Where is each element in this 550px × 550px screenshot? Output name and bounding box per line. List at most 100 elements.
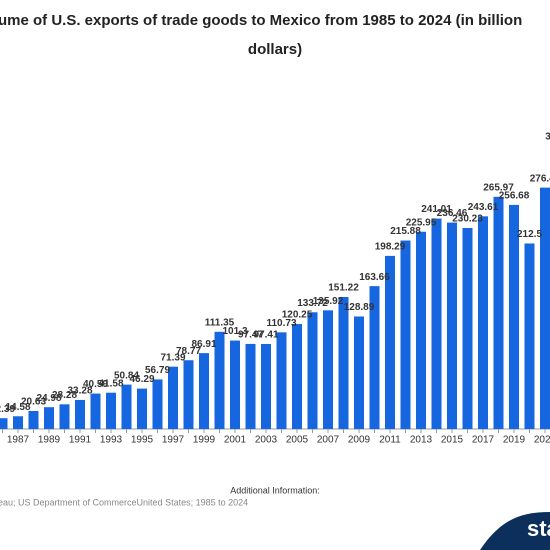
x-tick-label: 2019 xyxy=(503,435,526,446)
bar xyxy=(90,393,101,429)
x-tick-label: 1987 xyxy=(7,435,30,446)
bar xyxy=(106,392,116,429)
bar xyxy=(152,379,163,429)
x-tick-label: 2021 xyxy=(534,435,550,446)
x-tick-label: 2013 xyxy=(410,435,433,446)
value-label: 236.46 xyxy=(437,208,468,219)
x-tick-label: 1993 xyxy=(100,435,123,446)
value-label: 78.77 xyxy=(176,346,201,357)
x-tick-label: 2015 xyxy=(441,435,464,446)
value-label: 128.89 xyxy=(344,302,375,313)
value-label: 41.58 xyxy=(98,378,123,389)
bar xyxy=(44,407,54,429)
bar xyxy=(245,343,256,429)
x-tick-label: 1995 xyxy=(131,435,154,446)
plot: 1985198719891991199319951997199920012003… xyxy=(0,131,550,446)
bar xyxy=(478,216,488,429)
value-label: 276.49 xyxy=(530,173,550,184)
bar xyxy=(292,324,302,429)
x-tick-label: 2011 xyxy=(379,435,401,446)
bar xyxy=(230,340,240,429)
bar xyxy=(416,231,426,429)
value-label: 241.01 xyxy=(421,204,452,215)
x-tick-label: 1997 xyxy=(162,435,185,446)
x-tick-label: 2007 xyxy=(317,435,340,446)
value-label: 198.29 xyxy=(375,242,406,253)
x-tick-label: 1991 xyxy=(69,435,92,446)
logo-shape xyxy=(480,512,550,550)
bar xyxy=(307,312,318,429)
value-label: 151.22 xyxy=(328,283,359,294)
bar xyxy=(28,410,39,429)
value-label: 28.28 xyxy=(52,390,77,401)
bar xyxy=(385,255,395,429)
x-tick-label: 2009 xyxy=(348,435,371,446)
chart-title: ume of U.S. exports of trade goods to Me… xyxy=(0,12,522,29)
value-label: 50.84 xyxy=(114,370,139,381)
value-label: 225.95 xyxy=(406,217,437,228)
value-label: 40.59 xyxy=(83,379,108,390)
bar xyxy=(462,228,473,429)
bar xyxy=(400,240,411,429)
x-tick-label: 1989 xyxy=(38,435,61,446)
value-label: 212.5 xyxy=(517,229,542,240)
bar xyxy=(13,416,23,429)
x-tick-label: 2005 xyxy=(286,435,309,446)
bar xyxy=(121,384,132,429)
value-label: 215.88 xyxy=(390,226,421,237)
x-tick-label: 1999 xyxy=(193,435,216,446)
x-tick-label: 2017 xyxy=(472,435,495,446)
bar xyxy=(369,286,380,429)
value-label: 71.39 xyxy=(160,352,185,363)
value-label: 14.58 xyxy=(5,402,30,413)
value-label: 56.79 xyxy=(145,365,170,376)
bar xyxy=(493,196,504,429)
value-label: 110.73 xyxy=(266,318,296,329)
footer-source: eau; US Department of CommerceUnited Sta… xyxy=(0,497,248,507)
bar xyxy=(276,332,287,429)
value-label: 256.68 xyxy=(499,191,530,202)
bar xyxy=(338,296,349,429)
value-label: 120.25 xyxy=(282,310,313,321)
logo: sta xyxy=(527,516,550,541)
value-label: 46.29 xyxy=(129,374,154,385)
value-label: 163.66 xyxy=(359,272,390,283)
value-label: 24.98 xyxy=(36,393,61,404)
bar xyxy=(0,418,8,429)
value-label: 12.39 xyxy=(0,404,15,415)
bar xyxy=(447,222,457,429)
footer-heading: Additional Information: xyxy=(230,485,320,495)
value-label: 265.97 xyxy=(483,182,514,193)
value-label: 243.61 xyxy=(468,202,499,213)
value-label: 230.23 xyxy=(452,214,483,225)
bar xyxy=(509,204,519,429)
value-label: 135.92 xyxy=(313,296,344,307)
value-label: 97.47 xyxy=(238,330,263,341)
value-label: 86.91 xyxy=(191,339,216,350)
chart-title: dollars) xyxy=(248,41,302,58)
bar xyxy=(199,353,209,429)
bar xyxy=(540,187,550,429)
bar xyxy=(214,331,225,429)
bar xyxy=(75,399,85,429)
bar xyxy=(59,404,70,429)
bar xyxy=(137,388,147,429)
bar xyxy=(168,366,178,429)
value-label: 133.72 xyxy=(297,298,328,309)
bar xyxy=(354,316,364,429)
bar xyxy=(183,360,194,429)
value-label: 101.3 xyxy=(222,326,247,337)
x-tick-label: 2001 xyxy=(224,435,247,446)
value-label: 97.41 xyxy=(253,330,278,341)
bar xyxy=(323,310,333,429)
bar xyxy=(431,218,442,429)
x-tick-label: 2003 xyxy=(255,435,278,446)
value-label: 324.38 xyxy=(545,131,550,142)
bar xyxy=(261,343,271,429)
value-label: 33.28 xyxy=(67,386,92,397)
bar xyxy=(524,243,535,429)
value-label: 20.63 xyxy=(21,397,46,408)
value-label: 111.35 xyxy=(205,317,235,328)
